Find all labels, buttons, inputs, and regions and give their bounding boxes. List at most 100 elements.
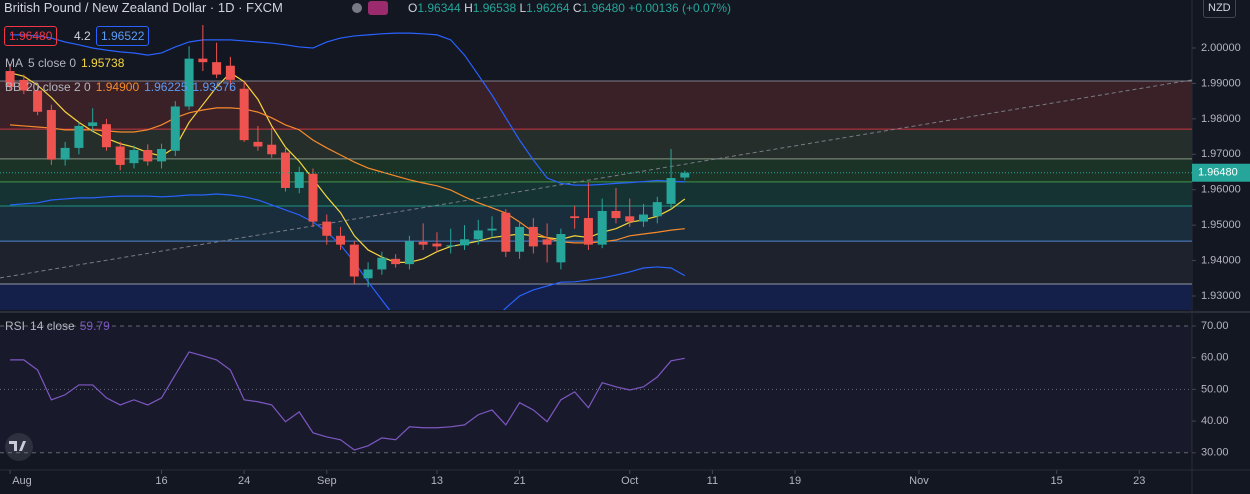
ohlc-key: O bbox=[408, 1, 418, 15]
candle-body bbox=[639, 214, 649, 222]
ma-legend: MA 5 close 0 1.95738 bbox=[5, 56, 129, 70]
candle-body bbox=[625, 216, 635, 222]
candle-body bbox=[542, 239, 552, 245]
ohlc-key: C bbox=[572, 1, 582, 15]
indicator-line bbox=[10, 32, 685, 186]
candle-body bbox=[88, 122, 98, 126]
x-tick-label: Aug bbox=[12, 475, 32, 487]
y-tick-label: 1.94000 bbox=[1201, 254, 1241, 266]
trendline bbox=[0, 79, 1192, 279]
candle-body bbox=[267, 144, 277, 155]
candle-body bbox=[74, 125, 84, 148]
ohlc-legend: O1.96344 H1.96538 L1.96264 C1.96480 +0.0… bbox=[408, 1, 731, 15]
indicator-value: 1.96225 bbox=[144, 80, 188, 94]
y-tick-label: 30.00 bbox=[1201, 447, 1229, 459]
fib-zone bbox=[0, 206, 1192, 242]
buy-button[interactable]: 1.96522 bbox=[96, 26, 150, 46]
candle-body bbox=[322, 221, 332, 236]
ohlc-key: L bbox=[519, 1, 527, 15]
y-tick-label: 60.00 bbox=[1201, 352, 1229, 364]
ohlc-value: 1.96538 bbox=[472, 1, 517, 15]
candle-body bbox=[225, 65, 235, 80]
x-tick-label: Nov bbox=[909, 475, 929, 487]
tv-logo bbox=[5, 433, 33, 461]
candle-body bbox=[377, 257, 387, 270]
candle-body bbox=[60, 147, 70, 160]
indicator-name: BB bbox=[5, 80, 22, 94]
change: +0.00136 (+0.07%) bbox=[628, 1, 732, 15]
price-pane bbox=[0, 24, 1192, 310]
candle-body bbox=[666, 178, 676, 204]
candle-body bbox=[280, 152, 290, 188]
ohlc-value: 1.96344 bbox=[417, 1, 461, 15]
candle-body bbox=[170, 106, 180, 151]
indicator-params: 5 close 0 bbox=[28, 56, 77, 70]
y-tick-label: 1.93000 bbox=[1201, 290, 1241, 302]
candle-body bbox=[143, 150, 153, 162]
rsi-legend: RSI 14 close 59.79 bbox=[5, 319, 115, 333]
candle-body bbox=[308, 173, 318, 222]
indicator-line bbox=[10, 107, 685, 244]
x-tick-label: 15 bbox=[1051, 475, 1063, 487]
currency-button[interactable]: NZD bbox=[1203, 0, 1236, 18]
header-icons bbox=[352, 1, 390, 15]
x-tick-label: 21 bbox=[513, 475, 525, 487]
y-tick-label: 50.00 bbox=[1201, 383, 1229, 395]
ohlc-key: H bbox=[464, 1, 473, 15]
x-tick-label: 16 bbox=[155, 475, 167, 487]
x-tick-label: 13 bbox=[431, 475, 443, 487]
x-tick-label: 23 bbox=[1133, 475, 1145, 487]
candle-body bbox=[129, 150, 139, 164]
indicator-value: 59.79 bbox=[79, 319, 110, 333]
candle-body bbox=[459, 239, 469, 246]
fib-zone bbox=[0, 241, 1192, 284]
candle-body bbox=[473, 230, 483, 240]
candle-body bbox=[501, 212, 511, 252]
candle-body bbox=[198, 58, 208, 63]
bb-legend: BB 20 close 2 0 1.94900 1.96225 1.93576 bbox=[5, 80, 241, 94]
indicator-line bbox=[10, 193, 686, 310]
candle-body bbox=[597, 210, 607, 245]
indicator-name: MA bbox=[5, 56, 23, 70]
candle-body bbox=[19, 79, 29, 91]
symbol-title: British Pound / New Zealand Dollar · 1D … bbox=[4, 0, 283, 15]
candle-body bbox=[487, 228, 497, 231]
fib-zone bbox=[0, 80, 1192, 130]
candle-body bbox=[528, 226, 538, 247]
candle-body bbox=[239, 88, 249, 141]
indicator-params: 14 close bbox=[30, 319, 75, 333]
candle-body bbox=[432, 243, 442, 247]
candle-body bbox=[446, 245, 456, 247]
x-tick-label: 24 bbox=[238, 475, 250, 487]
y-tick-label: 1.98000 bbox=[1201, 113, 1241, 125]
candle-body bbox=[556, 234, 566, 263]
y-tick-label: 70.00 bbox=[1201, 320, 1229, 332]
candle-body bbox=[336, 235, 346, 245]
candle-body bbox=[349, 244, 359, 277]
indicator-value: 1.95738 bbox=[81, 56, 125, 70]
candle-body bbox=[680, 172, 690, 178]
candle-body bbox=[101, 124, 111, 148]
candle-body bbox=[294, 172, 304, 188]
indicator-value: 1.93576 bbox=[192, 80, 236, 94]
candle-body bbox=[46, 110, 56, 160]
candle-body bbox=[611, 210, 621, 219]
candle-body bbox=[33, 90, 43, 112]
x-tick-label: 19 bbox=[789, 475, 801, 487]
ohlc-value: 1.96480 bbox=[581, 1, 625, 15]
candle-body bbox=[515, 226, 525, 252]
candle-body bbox=[418, 241, 428, 245]
candle-body bbox=[570, 216, 580, 219]
candle-body bbox=[363, 269, 373, 279]
y-tick-label: 1.97000 bbox=[1201, 148, 1241, 160]
x-tick-label: Oct bbox=[621, 475, 638, 487]
indicator-params: 20 close 2 0 bbox=[26, 80, 91, 94]
indicator-value: 1.94900 bbox=[95, 80, 140, 94]
y-tick-label: 2.00000 bbox=[1201, 42, 1241, 54]
y-tick-label: 1.99000 bbox=[1201, 77, 1241, 89]
candle-body bbox=[115, 146, 125, 165]
spread: 4.2 bbox=[74, 29, 91, 43]
sell-button[interactable]: 1.96480 bbox=[4, 26, 58, 46]
